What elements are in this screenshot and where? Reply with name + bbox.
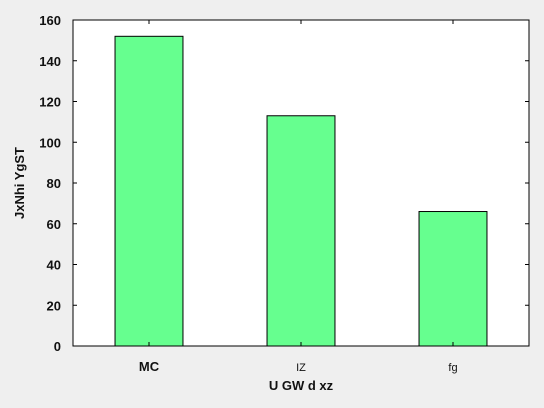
ticks-group: MC IZ fg 0 20 40 60 80 100 120 140 160 [39,13,529,374]
x-tick-label-mc: MC [139,359,160,374]
y-tick-label: 100 [39,135,61,150]
x-axis-label: U GW d xz [269,378,334,393]
bars-group [114,35,488,347]
y-axis-label: JxNhi YgST [12,147,27,219]
x-tick-label-fg: fg [448,362,457,374]
y-tick-label: 120 [39,95,61,110]
plot-frame [72,19,530,347]
y-tick-label: 40 [47,258,61,273]
x-tick-label-iz: IZ [296,362,306,374]
y-tick-label: 80 [47,176,61,191]
y-tick-label: 20 [47,298,61,313]
y-tick-label: 60 [47,217,61,232]
y-tick-label: 0 [54,339,61,354]
bar-fg [418,211,488,347]
bar-iz [266,115,336,347]
y-tick-label: 140 [39,54,61,69]
y-tick-label: 160 [39,13,61,28]
bar-mc [114,35,184,347]
